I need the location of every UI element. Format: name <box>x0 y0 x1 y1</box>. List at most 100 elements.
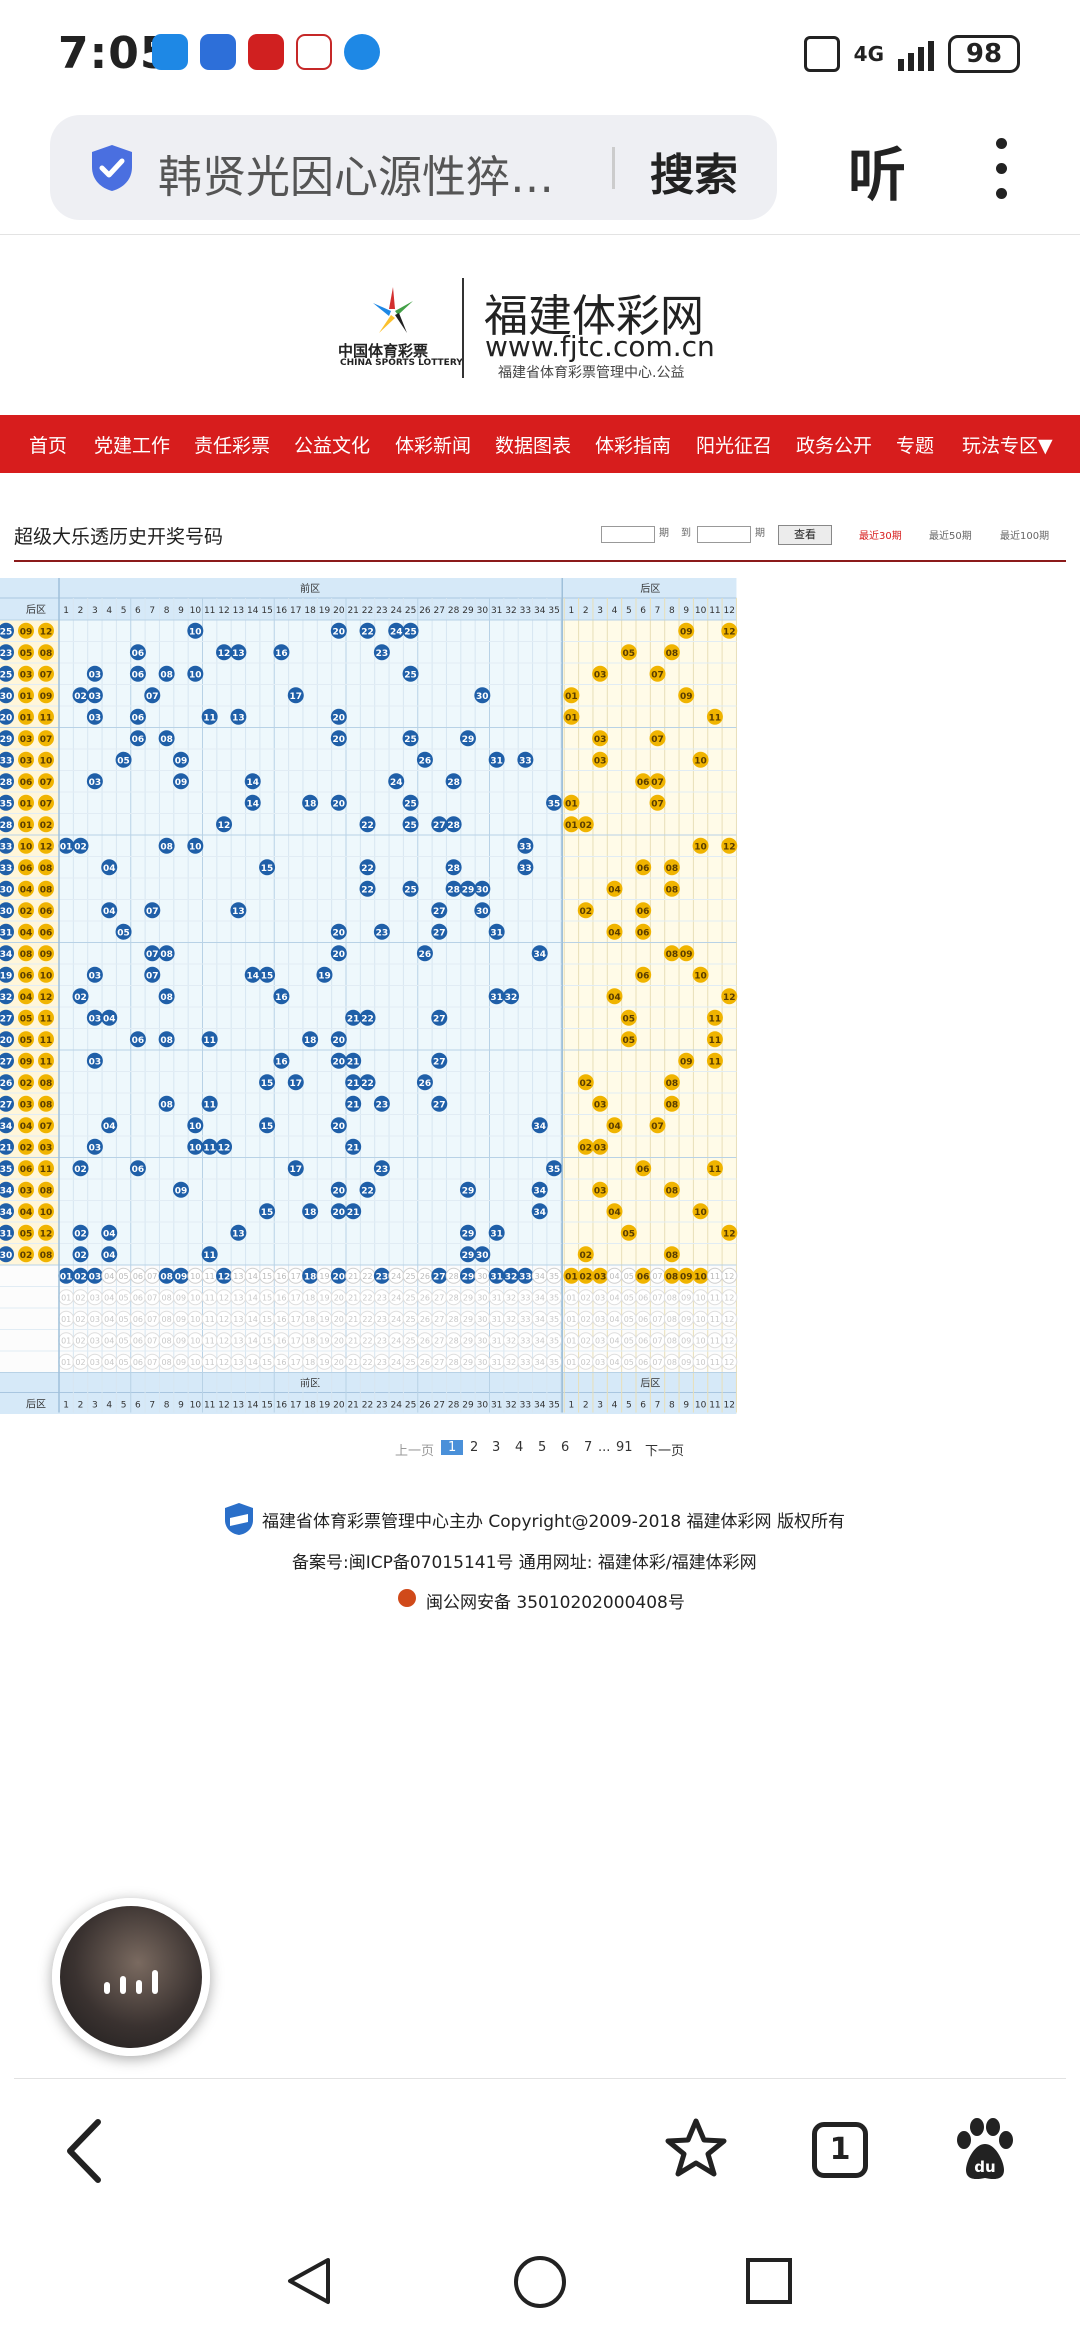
select-front-ball-label: 20 <box>333 1272 346 1282</box>
nav-item-responsibility[interactable]: 责任彩票 <box>194 435 271 457</box>
site-title[interactable]: 福建体彩网 <box>484 291 704 342</box>
front-ball <box>115 923 132 940</box>
issue-back-ball-label: 03 <box>20 735 33 745</box>
front-col-header: 17 <box>290 1401 301 1411</box>
picker-front-label: 28 <box>449 1358 459 1367</box>
page-link-1[interactable]: 1 <box>441 1440 464 1455</box>
front-ball-label: 03 <box>89 971 102 981</box>
nav-item-party[interactable]: 党建工作 <box>94 435 171 457</box>
front-ball-label: 10 <box>189 627 202 637</box>
nav-item-sunshine[interactable]: 阳光征召 <box>696 435 773 457</box>
page-link-6[interactable]: 6 <box>561 1440 570 1455</box>
floating-audio-avatar[interactable] <box>52 1898 210 2056</box>
nav-item-gov[interactable]: 政务公开 <box>796 435 873 457</box>
select-back-ball <box>635 1267 652 1284</box>
system-home-icon[interactable] <box>512 2254 568 2310</box>
page-link-7[interactable]: 7 <box>584 1440 593 1455</box>
front-ball <box>72 837 89 854</box>
nav-item-news[interactable]: 体彩新闻 <box>395 435 472 457</box>
issue-ball-label: 20 <box>0 713 12 723</box>
page-link-5[interactable]: 5 <box>538 1440 547 1455</box>
url-text[interactable]: 韩贤光因心源性猝… <box>158 152 554 203</box>
baidu-paw-icon[interactable]: du <box>950 2118 1020 2184</box>
front-ball-label: 15 <box>261 971 274 981</box>
nav-item-guide[interactable]: 体彩指南 <box>595 435 672 457</box>
nav-item-charts[interactable]: 数据图表 <box>495 435 572 457</box>
picker-front-label: 11 <box>205 1293 215 1302</box>
select-front-ball-label: 27 <box>433 1272 446 1282</box>
tabs-button[interactable]: 1 <box>812 2122 868 2178</box>
issue-back-ball <box>18 1246 34 1263</box>
front-ball <box>302 1203 319 1220</box>
search-button[interactable]: 搜索 <box>650 150 738 201</box>
back-col-header: 9 <box>683 606 689 616</box>
back-ball-label: 12 <box>723 993 736 1003</box>
page-link-3[interactable]: 3 <box>492 1440 501 1455</box>
listen-button[interactable]: 听 <box>848 141 907 209</box>
front-ball <box>302 1031 319 1048</box>
back-ball-label: 08 <box>666 950 679 960</box>
nav-item-culture[interactable]: 公益文化 <box>294 435 371 457</box>
issue-back-ball <box>38 730 54 747</box>
finance-app-icon <box>248 34 284 70</box>
picker-front-label: 30 <box>477 1336 487 1345</box>
address-bar[interactable]: 韩贤光因心源性猝… 搜索 <box>50 115 777 220</box>
front-ball <box>201 1138 218 1155</box>
front-ball <box>302 794 319 811</box>
prev-page-link[interactable]: 上一页 <box>395 1444 435 1459</box>
issue-ball-label: 27 <box>0 1100 12 1110</box>
nav-item-topics[interactable]: 专题 <box>896 435 935 457</box>
picker-front-label: 02 <box>75 1358 85 1367</box>
picker-front-label: 17 <box>291 1315 301 1324</box>
front-ball-label: 22 <box>361 1186 374 1196</box>
back-ball <box>692 966 709 983</box>
next-page-link[interactable]: 下一页 <box>645 1444 685 1459</box>
front-ball-label: 33 <box>519 756 532 766</box>
tab-last-30[interactable]: 最近30期 <box>859 531 902 542</box>
issue-back-ball-label: 06 <box>20 864 33 874</box>
front-ball <box>459 1246 476 1263</box>
issue-ball <box>0 1138 14 1155</box>
page-link-2[interactable]: 2 <box>470 1440 479 1455</box>
back-col-header: 5 <box>626 1401 632 1411</box>
page-link-4[interactable]: 4 <box>515 1440 524 1455</box>
back-icon[interactable] <box>62 2118 106 2184</box>
picker-back-label: 08 <box>667 1358 677 1367</box>
picker-front-label: 01 <box>61 1358 71 1367</box>
front-ball-label: 20 <box>333 735 346 745</box>
back-ball-label: 10 <box>694 756 707 766</box>
view-button[interactable]: 查看 <box>778 525 832 545</box>
back-ball <box>620 1031 637 1048</box>
front-ball <box>216 644 233 661</box>
front-ball <box>72 687 89 704</box>
issue-back-ball <box>38 1246 54 1263</box>
front-ball <box>546 1160 563 1177</box>
issue-ball <box>0 923 14 940</box>
picker-front-label: 12 <box>219 1293 229 1302</box>
picker-front-label: 08 <box>162 1293 172 1302</box>
front-col-header: 14 <box>247 1401 259 1411</box>
select-front-ball <box>58 1267 75 1284</box>
start-period-input[interactable] <box>601 526 655 543</box>
issue-ball-label: 29 <box>0 735 12 745</box>
bookmark-star-icon[interactable] <box>662 2116 730 2182</box>
issue-back-ball <box>38 794 54 811</box>
system-back-icon[interactable] <box>282 2254 336 2308</box>
front-ball <box>216 1138 233 1155</box>
page-link-last[interactable]: 91 <box>616 1440 633 1455</box>
system-recents-icon[interactable] <box>744 2256 794 2306</box>
front-ball <box>330 923 347 940</box>
tab-last-100[interactable]: 最近100期 <box>1000 531 1050 542</box>
picker-back-label: 05 <box>624 1315 634 1324</box>
back-ball-label: 04 <box>608 885 621 895</box>
front-col-header: 35 <box>548 1401 559 1411</box>
tab-last-50[interactable]: 最近50期 <box>929 531 972 542</box>
picker-front-label: 21 <box>348 1315 358 1324</box>
sports-app-icon <box>296 34 332 70</box>
end-period-input[interactable] <box>697 526 751 543</box>
nav-item-games[interactable]: 玩法专区▼ <box>962 435 1053 457</box>
more-menu-icon[interactable] <box>996 138 1008 200</box>
nav-item-home[interactable]: 首页 <box>29 435 68 457</box>
front-ball-label: 03 <box>89 670 102 680</box>
back-ball-label: 08 <box>666 864 679 874</box>
